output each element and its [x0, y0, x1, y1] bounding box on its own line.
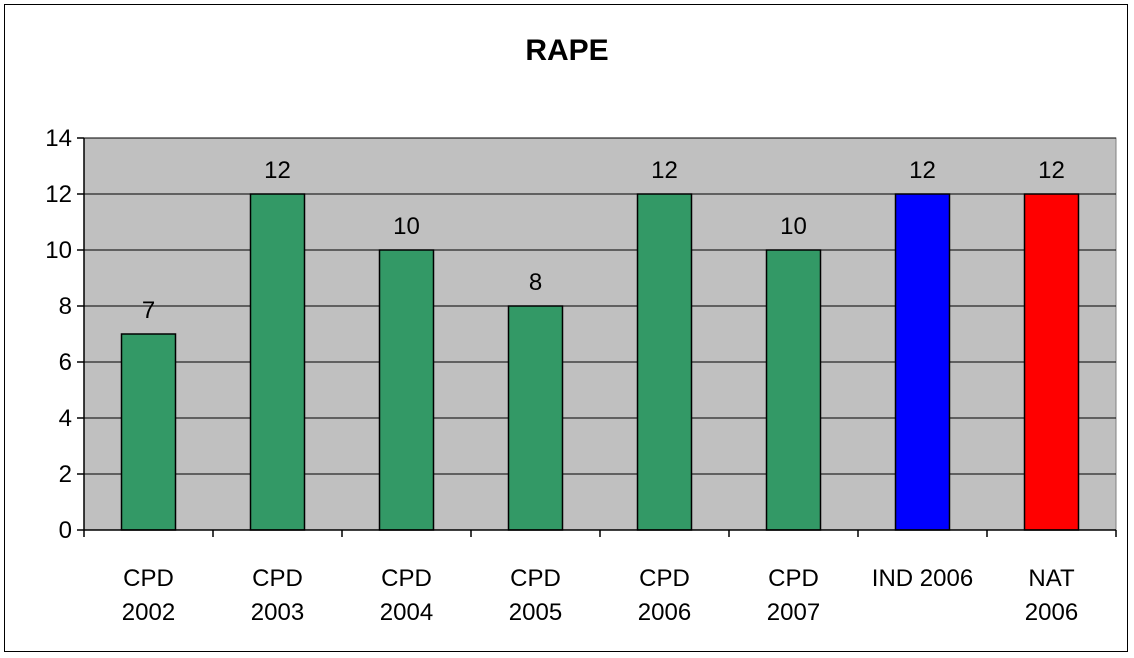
- x-axis: CPD 2002 CPD 2003 CPD 2004 CPD 2005 CPD 2006 CPD 20…: [83, 529, 1117, 626]
- bar: [120, 333, 177, 531]
- data-labels: 7 12 10 8 12 10 12 12: [142, 157, 1065, 324]
- x-tick-label: CPD: [510, 565, 561, 592]
- x-tick-label: 2002: [122, 599, 175, 626]
- y-tick-label: 4: [59, 405, 72, 432]
- y-axis: 0 2 4 6 8 10 12 14: [45, 125, 85, 544]
- data-label: 7: [142, 297, 155, 324]
- y-tick-label: 10: [45, 237, 72, 264]
- bar: [765, 249, 822, 531]
- plot-area: [83, 137, 1117, 531]
- chart-title: RAPE: [525, 34, 609, 67]
- bar: [249, 193, 306, 531]
- data-label: 10: [780, 213, 807, 240]
- data-label: 12: [651, 157, 678, 184]
- data-label: 12: [264, 157, 291, 184]
- bar: [636, 193, 693, 531]
- y-tick-label: 6: [59, 349, 72, 376]
- data-label: 8: [529, 269, 542, 296]
- data-label: 10: [393, 213, 420, 240]
- bar: [1023, 193, 1080, 531]
- bar: [894, 193, 951, 531]
- y-tick-label: 14: [45, 125, 72, 152]
- x-tick-label: CPD: [381, 565, 432, 592]
- x-tick-label: 2005: [509, 599, 562, 626]
- data-label: 12: [1038, 157, 1065, 184]
- x-tick-label: NAT: [1028, 565, 1075, 592]
- y-tick-label: 12: [45, 181, 72, 208]
- x-tick-label: 2006: [1025, 599, 1078, 626]
- x-tick-label: CPD: [639, 565, 690, 592]
- bar: [507, 305, 564, 531]
- x-tick-label: 2006: [638, 599, 691, 626]
- x-tick-label: CPD: [123, 565, 174, 592]
- x-tick-label: 2007: [767, 599, 820, 626]
- y-tick-label: 0: [59, 517, 72, 544]
- x-tick-label: 2004: [380, 599, 433, 626]
- x-tick-label: CPD: [252, 565, 303, 592]
- y-tick-label: 8: [59, 293, 72, 320]
- data-label: 12: [909, 157, 936, 184]
- x-tick-label: IND 2006: [872, 565, 973, 592]
- y-tick-label: 2: [59, 461, 72, 488]
- bar: [378, 249, 435, 531]
- x-tick-label: CPD: [768, 565, 819, 592]
- x-tick-label: 2003: [251, 599, 304, 626]
